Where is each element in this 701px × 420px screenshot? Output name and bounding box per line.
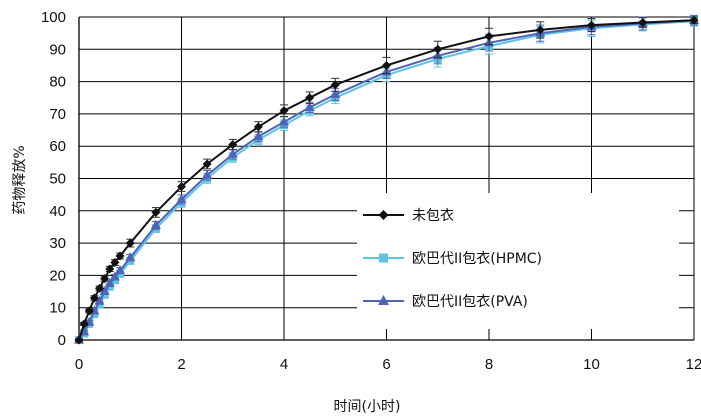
- series-layer: [74, 14, 699, 345]
- y-tick-label: 80: [49, 74, 66, 91]
- data-point: [125, 252, 136, 262]
- y-axis-title: 药物释放%: [12, 145, 28, 214]
- data-point: [689, 15, 699, 25]
- data-point: [279, 116, 289, 126]
- data-point: [115, 251, 125, 261]
- data-point: [202, 169, 213, 179]
- legend-item: 欧巴代II包衣(PVA): [363, 294, 528, 310]
- x-tick-label: 12: [686, 356, 701, 373]
- x-tick-label: 10: [583, 356, 600, 373]
- legend-box: [357, 193, 679, 329]
- data-point: [535, 25, 545, 35]
- y-tick-label: 50: [49, 171, 66, 188]
- data-point: [253, 122, 263, 132]
- data-point: [151, 207, 161, 217]
- data-point: [94, 295, 105, 305]
- data-point: [125, 238, 135, 248]
- data-point: [109, 271, 120, 281]
- data-point: [84, 306, 94, 316]
- data-point: [115, 265, 125, 275]
- y-tick-label: 70: [49, 106, 66, 123]
- legend-marker: [379, 253, 388, 263]
- data-point: [110, 257, 120, 267]
- data-point: [104, 277, 115, 287]
- y-tick-label: 100: [41, 9, 66, 26]
- data-point: [74, 335, 84, 345]
- y-tick-label: 10: [49, 300, 66, 317]
- data-point: [89, 293, 99, 303]
- legend-item: 欧巴代II包衣(HPMC): [363, 251, 542, 267]
- y-tick-label: 20: [49, 267, 66, 284]
- x-tick-label: 6: [382, 356, 390, 373]
- y-tick-label: 90: [49, 41, 66, 58]
- x-tick-label: 0: [75, 356, 83, 373]
- data-point: [177, 182, 186, 192]
- data-point: [330, 89, 341, 99]
- x-axis-title: 时间(小时): [334, 399, 401, 415]
- data-point: [484, 31, 494, 41]
- x-tick-label: 2: [177, 356, 185, 373]
- data-point: [79, 319, 89, 329]
- x-tick-label: 8: [485, 356, 493, 373]
- data-point: [304, 101, 315, 111]
- data-point: [202, 159, 212, 169]
- legend-marker: [378, 210, 389, 220]
- data-point: [330, 80, 340, 90]
- data-point: [95, 283, 104, 293]
- data-point: [227, 148, 238, 158]
- data-point: [228, 140, 238, 150]
- y-tick-label: 30: [49, 235, 66, 252]
- data-point: [305, 93, 315, 103]
- data-point: [279, 106, 289, 116]
- data-point: [433, 44, 443, 54]
- data-point: [176, 193, 187, 203]
- legend-label: 未包衣: [412, 208, 454, 224]
- legend-label: 欧巴代II包衣(PVA): [412, 294, 528, 310]
- data-point: [150, 219, 161, 229]
- legend-marker: [378, 295, 389, 305]
- data-point: [99, 286, 110, 296]
- y-tick-label: 0: [58, 332, 66, 349]
- data-point: [638, 17, 648, 27]
- data-point: [253, 131, 264, 141]
- x-tick-label: 4: [280, 356, 288, 373]
- data-point: [105, 264, 115, 274]
- data-point: [100, 274, 110, 284]
- data-point: [587, 20, 596, 30]
- legend-item: 未包衣: [363, 208, 454, 224]
- y-tick-label: 40: [49, 203, 66, 220]
- series-diamond: [74, 15, 699, 345]
- axis-layer: 0 10 20 30 40 50 60 70 80 90 100 0 2 4 6 8 10 12: [41, 9, 701, 373]
- y-tick-label: 60: [49, 138, 66, 155]
- data-point: [382, 60, 391, 70]
- legend-label: 欧巴代II包衣(HPMC): [412, 251, 542, 267]
